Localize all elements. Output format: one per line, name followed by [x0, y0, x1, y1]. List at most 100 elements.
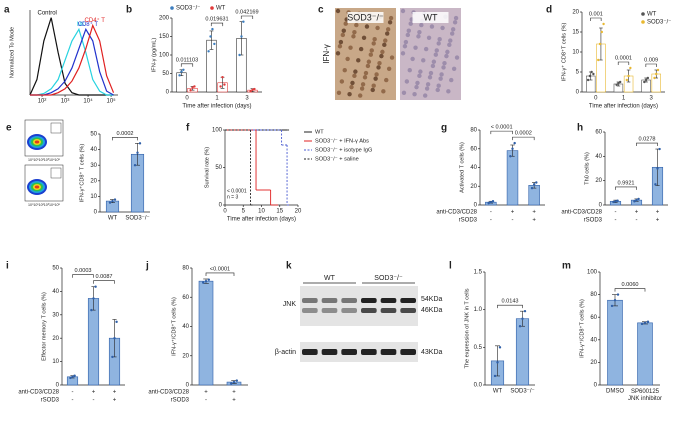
bar — [87, 298, 100, 386]
cell — [441, 65, 446, 70]
band — [302, 298, 318, 303]
p-value: <0.0001 — [210, 266, 230, 272]
data-point — [646, 320, 650, 323]
data-point — [182, 68, 185, 72]
cell — [421, 58, 426, 63]
data-point — [138, 142, 142, 145]
cell — [381, 89, 386, 94]
cell — [452, 20, 458, 25]
p-value: 0.0003 — [74, 268, 91, 274]
data-point — [94, 285, 97, 288]
y-tick-label: 0 — [219, 203, 223, 209]
condition-value: - — [93, 398, 95, 404]
cell — [335, 51, 341, 56]
bar — [515, 318, 530, 386]
condition-value: + — [113, 390, 117, 396]
y-tick-label: 80 — [590, 292, 597, 298]
annotation: n = 3 — [227, 194, 238, 200]
y-tick-label: 50 — [52, 266, 59, 272]
panel-label: k — [286, 261, 292, 272]
data-point — [613, 299, 617, 302]
cell — [336, 90, 342, 95]
data-point — [221, 76, 224, 79]
cell — [372, 36, 377, 42]
data-point — [629, 66, 632, 70]
y-tick-label: 30 — [90, 163, 97, 169]
cell — [401, 90, 407, 95]
cell — [348, 45, 353, 50]
panel-label: b — [126, 5, 132, 16]
y-tick-label: 40 — [470, 165, 477, 171]
x-tick-label: WT — [108, 216, 118, 222]
panel-label: c — [318, 5, 324, 16]
cell — [405, 32, 411, 38]
cell — [338, 39, 344, 45]
condition-value: + — [656, 210, 660, 216]
p-value: 0.9921 — [617, 180, 634, 186]
cell — [418, 69, 423, 74]
data-point — [219, 85, 222, 88]
data-point — [627, 74, 630, 78]
band — [321, 308, 338, 313]
condition-label: anti-CD3/CD28 — [561, 210, 602, 216]
cell — [370, 87, 375, 93]
curve-label: NK — [77, 22, 85, 28]
data-point — [602, 22, 605, 26]
data-point — [656, 68, 660, 72]
data-point — [202, 281, 205, 284]
data-point — [625, 78, 629, 82]
p-value: 0.042169 — [235, 9, 258, 15]
blot — [300, 342, 418, 362]
condition-value: - — [615, 218, 617, 224]
x-tick-label: 15 — [276, 209, 283, 215]
data-point — [616, 199, 619, 202]
cell — [440, 25, 445, 31]
cell — [428, 70, 434, 76]
y-axis-label: Survival rate (%) — [204, 147, 210, 188]
y-tick-label: 20 — [182, 353, 189, 359]
image-label: WT — [424, 12, 438, 22]
data-point — [240, 35, 243, 38]
cell — [406, 28, 411, 33]
cell — [351, 34, 356, 39]
condition-value: - — [512, 218, 514, 224]
cell — [427, 75, 433, 80]
data-point — [178, 74, 181, 77]
data-point — [496, 361, 499, 364]
p-value: 0.0002 — [515, 131, 532, 137]
y-tick-label: 0.5 — [474, 345, 483, 351]
x-tick-label: 10⁵ — [106, 98, 116, 105]
x-tick-label: 1 — [215, 96, 219, 102]
data-point — [518, 325, 522, 328]
y-tick-label: 0 — [166, 90, 170, 96]
cell — [404, 79, 410, 84]
y-axis-label: IFN-γ⁺/CD8⁺T cells (%) — [578, 299, 585, 358]
data-point — [251, 88, 254, 91]
cell — [340, 32, 346, 38]
legend-label: SOD3⁻/⁻ + isotype IgG — [315, 147, 372, 153]
y-axis-label: Th0 cells (%) — [584, 152, 590, 185]
data-point — [489, 200, 493, 204]
cell — [373, 76, 378, 81]
data-point — [654, 183, 657, 186]
cell — [377, 60, 382, 66]
y-tick-label: 15 — [572, 30, 579, 36]
y-tick-label: 0 — [186, 383, 190, 389]
condition-label: anti-CD3/CD28 — [18, 390, 59, 396]
cell — [366, 59, 372, 64]
y-tick-label: 0 — [474, 203, 478, 209]
x-tick-label: 10⁴ — [83, 98, 93, 105]
legend-marker — [641, 12, 645, 16]
cell — [451, 66, 457, 72]
size-label: 54KDa — [421, 296, 443, 303]
y-tick-label: 1.0 — [474, 307, 483, 313]
cell — [408, 21, 413, 26]
cell — [435, 87, 440, 93]
y-tick-label: 50 — [162, 71, 169, 77]
panel-label: g — [441, 123, 447, 134]
cell — [358, 46, 364, 52]
cell — [454, 55, 460, 60]
data-point — [238, 53, 241, 57]
data-point — [223, 83, 226, 86]
